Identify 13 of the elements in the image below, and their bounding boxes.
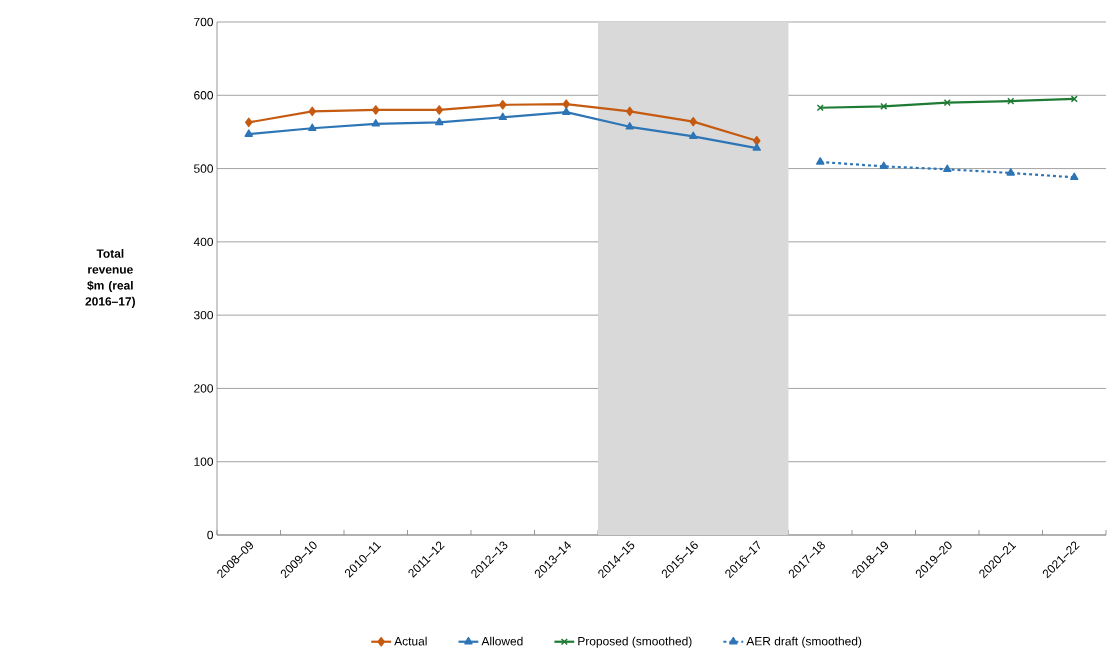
legend-label: AER draft (smoothed) bbox=[746, 636, 862, 648]
y-tick-label: 0 bbox=[207, 530, 214, 540]
legend-label: Actual bbox=[394, 636, 427, 646]
y-tick-label: 200 bbox=[194, 384, 214, 393]
y-tick-label: 400 bbox=[193, 237, 214, 247]
y-tick-label: 600 bbox=[194, 91, 214, 100]
y-tick-label: 100 bbox=[194, 457, 214, 466]
legend-label: Proposed (smoothed) bbox=[578, 636, 692, 648]
legend-label: Allowed bbox=[481, 636, 523, 646]
y-tick-label: 700 bbox=[194, 17, 214, 27]
y-tick-label: 500 bbox=[194, 164, 214, 173]
y-axis-title: Total revenue $m (real 2016–17) bbox=[85, 249, 135, 308]
y-tick-label: 300 bbox=[193, 310, 214, 320]
